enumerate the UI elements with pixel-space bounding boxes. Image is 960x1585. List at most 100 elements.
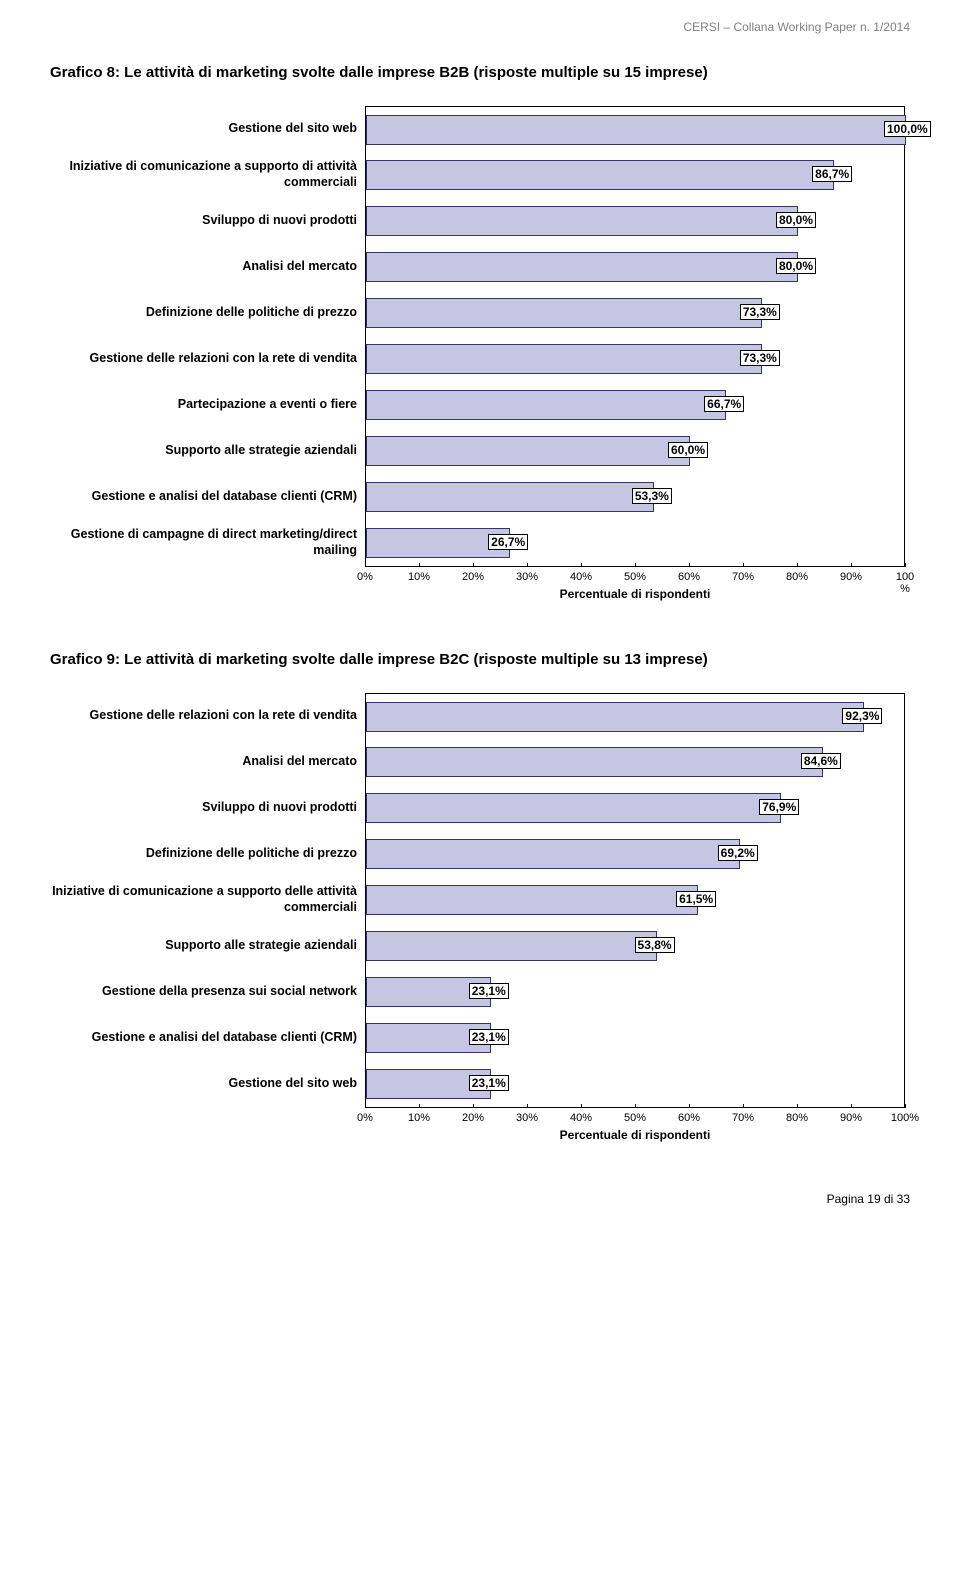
bar-plot-cell: 80,0%: [365, 198, 905, 244]
chart-title: Grafico 9: Le attività di marketing svol…: [50, 651, 910, 668]
bar-plot-cell: 60,0%: [365, 428, 905, 474]
tick-mark: [797, 1104, 798, 1108]
bar: [366, 436, 690, 466]
bar-plot-cell: 76,9%: [365, 785, 905, 831]
bar-plot-cell: 84,6%: [365, 739, 905, 785]
bar-label: Gestione della presenza sui social netwo…: [50, 984, 365, 1000]
chart-row: Partecipazione a eventi o fiere66,7%: [50, 382, 910, 428]
chart-row: Iniziative di comunicazione a supporto d…: [50, 152, 910, 198]
tick-mark: [797, 563, 798, 567]
bar-value-label: 100,0%: [884, 121, 931, 137]
x-tick-label: 20%: [462, 1112, 484, 1124]
chart-row: Gestione della presenza sui social netwo…: [50, 969, 910, 1015]
chart-row: Gestione del sito web100,0%: [50, 106, 910, 152]
x-tick-label: 60%: [678, 1112, 700, 1124]
bar: [366, 482, 654, 512]
tick-mark: [527, 1104, 528, 1108]
tick-mark: [905, 1104, 906, 1108]
bar-plot-cell: 73,3%: [365, 290, 905, 336]
bar: [366, 298, 762, 328]
tick-mark: [635, 1104, 636, 1108]
bar-label: Gestione del sito web: [50, 121, 365, 137]
x-tick-label: 50%: [624, 571, 646, 583]
bar-plot-cell: 53,3%: [365, 474, 905, 520]
x-tick-label: 40%: [570, 1112, 592, 1124]
bar-value-label: 73,3%: [740, 304, 780, 320]
bar-label: Gestione delle relazioni con la rete di …: [50, 708, 365, 724]
chart-row: Sviluppo di nuovi prodotti80,0%: [50, 198, 910, 244]
bar-label: Gestione e analisi del database clienti …: [50, 489, 365, 505]
bar: [366, 206, 798, 236]
x-tick-label: 100%: [891, 1112, 919, 1124]
x-tick-label: 90%: [840, 571, 862, 583]
x-tick-label: 90%: [840, 1112, 862, 1124]
tick-mark: [851, 563, 852, 567]
chart-row: Analisi del mercato80,0%: [50, 244, 910, 290]
chart-row: Analisi del mercato 84,6%: [50, 739, 910, 785]
bar-label: Sviluppo di nuovi prodotti: [50, 800, 365, 816]
bar: [366, 252, 798, 282]
bar-label: Iniziative di comunicazione a supporto d…: [50, 884, 365, 915]
chart-b2b: Grafico 8: Le attività di marketing svol…: [50, 64, 910, 606]
bar-label: Sviluppo di nuovi prodotti: [50, 213, 365, 229]
tick-mark: [419, 1104, 420, 1108]
chart-row: Gestione di campagne di direct marketing…: [50, 520, 910, 566]
tick-mark: [365, 563, 366, 567]
chart-row: Definizione delle politiche di prezzo 73,…: [50, 290, 910, 336]
x-tick-label: 100%: [896, 571, 914, 595]
bar-value-label: 73,3%: [740, 350, 780, 366]
chart-row: Gestione delle relazioni con la rete di …: [50, 336, 910, 382]
chart-row: Gestione e analisi del database clienti …: [50, 474, 910, 520]
bar-plot-cell: 23,1%: [365, 1015, 905, 1061]
bar: [366, 160, 834, 190]
bar-value-label: 69,2%: [718, 845, 758, 861]
tick-mark: [473, 563, 474, 567]
x-tick-label: 60%: [678, 571, 700, 583]
chart-row: Definizione delle politiche di prezzo 69,…: [50, 831, 910, 877]
bar-label: Analisi del mercato: [50, 259, 365, 275]
x-axis-title: Percentuale di rispondenti: [365, 587, 905, 601]
x-tick-label: 30%: [516, 1112, 538, 1124]
tick-mark: [689, 563, 690, 567]
x-tick-label: 80%: [786, 1112, 808, 1124]
tick-mark: [851, 1104, 852, 1108]
page-header: CERSI – Collana Working Paper n. 1/2014: [50, 20, 910, 34]
bar-value-label: 26,7%: [488, 534, 528, 550]
tick-mark: [689, 1104, 690, 1108]
bar-label: Definizione delle politiche di prezzo: [50, 305, 365, 321]
bar-plot-cell: 69,2%: [365, 831, 905, 877]
bar-plot-cell: 66,7%: [365, 382, 905, 428]
x-tick-label: 50%: [624, 1112, 646, 1124]
bar-label: Gestione di campagne di direct marketing…: [50, 527, 365, 558]
bar-label: Definizione delle politiche di prezzo: [50, 846, 365, 862]
bar-value-label: 23,1%: [469, 1075, 509, 1091]
bar-value-label: 76,9%: [759, 799, 799, 815]
bar-value-label: 23,1%: [469, 983, 509, 999]
x-tick-label: 0%: [357, 571, 373, 583]
bar-label: Analisi del mercato: [50, 754, 365, 770]
chart-body: Gestione del sito web100,0%Iniziative di…: [50, 106, 910, 566]
x-tick-label: 40%: [570, 571, 592, 583]
bar-value-label: 84,6%: [801, 753, 841, 769]
chart-x-axis: Percentuale di rispondenti 0%10%20%30%40…: [365, 1107, 905, 1147]
bar-plot-cell: 92,3%: [365, 693, 905, 739]
bar: [366, 839, 740, 869]
x-tick-label: 80%: [786, 571, 808, 583]
bar-label: Gestione e analisi del database clienti …: [50, 1030, 365, 1046]
chart-row: Gestione del sito web23,1%: [50, 1061, 910, 1107]
bar-value-label: 61,5%: [676, 891, 716, 907]
page-footer: Pagina 19 di 33: [50, 1192, 910, 1206]
bar: [366, 885, 698, 915]
bar-plot-cell: 73,3%: [365, 336, 905, 382]
bar-label: Iniziative di comunicazione a supporto d…: [50, 159, 365, 190]
tick-mark: [365, 1104, 366, 1108]
x-tick-label: 10%: [408, 571, 430, 583]
chart-body: Gestione delle relazioni con la rete di …: [50, 693, 910, 1107]
bar-plot-cell: 100,0%: [365, 106, 905, 152]
tick-mark: [905, 563, 906, 567]
chart-row: Gestione e analisi del database clienti …: [50, 1015, 910, 1061]
tick-mark: [473, 1104, 474, 1108]
x-tick-label: 30%: [516, 571, 538, 583]
bar-plot-cell: 26,7%: [365, 520, 905, 566]
bar-plot-cell: 23,1%: [365, 1061, 905, 1107]
